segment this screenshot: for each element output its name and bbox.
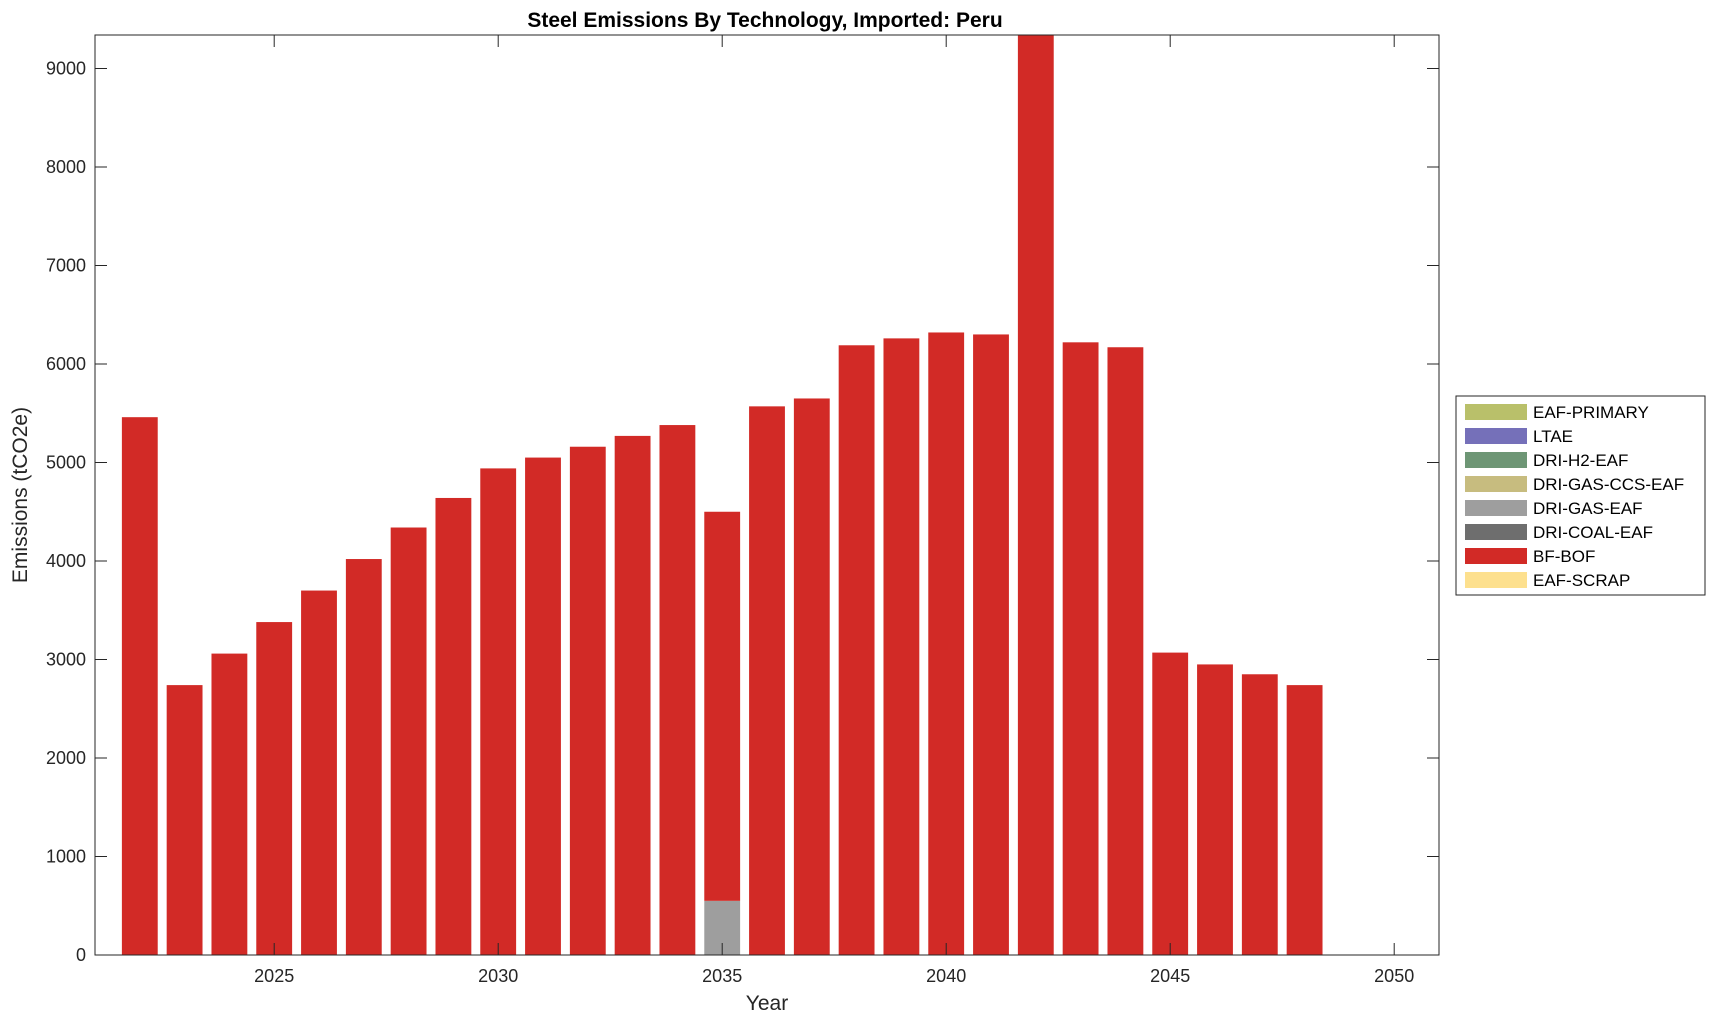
legend-items: EAF-PRIMARY LTAE DRI-H2-EAF DRI-GAS-CCS-EAF… — [1465, 403, 1684, 590]
bar-bf-bof-2033 — [614, 435, 651, 955]
bar-bf-bof-2031 — [525, 457, 561, 955]
y-tick-label-5000: 5000 — [46, 452, 86, 472]
bar-bf-bof-2040 — [928, 332, 965, 956]
x-axis: 2025 2030 2035 2040 2045 2050 — [254, 35, 1414, 986]
bar-bf-bof-2048 — [1286, 685, 1323, 955]
bar-bf-bof-2024 — [211, 653, 248, 955]
legend-swatch-dri-h2-eaf — [1465, 452, 1527, 468]
plot-area-frame — [94, 34, 1440, 956]
legend-label-dri-h2-eaf: DRI-H2-EAF — [1533, 451, 1628, 470]
y-tick-label-8000: 8000 — [46, 157, 86, 177]
x-tick-label-2035: 2035 — [702, 966, 742, 986]
legend-label-dri-coal-eaf: DRI-COAL-EAF — [1533, 523, 1653, 542]
bar-bf-bof-2039 — [883, 338, 920, 955]
y-axis-label: Emissions (tCO2e) — [9, 407, 32, 583]
y-tick-label-7000: 7000 — [46, 255, 86, 275]
legend-swatch-bf-bof — [1465, 548, 1527, 564]
legend-label-dri-gas-ccs-eaf: DRI-GAS-CCS-EAF — [1533, 475, 1684, 494]
y-tick-label-4000: 4000 — [46, 551, 86, 571]
bar-bf-bof-2047 — [1241, 674, 1278, 955]
legend-label-dri-gas-eaf: DRI-GAS-EAF — [1533, 499, 1643, 518]
bar-bf-bof-2030 — [480, 468, 517, 955]
bar-bf-bof-2028 — [390, 527, 427, 955]
x-tick-label-2045: 2045 — [1150, 966, 1190, 986]
x-tick-label-2030: 2030 — [478, 966, 518, 986]
legend-swatch-eaf-scrap — [1465, 572, 1527, 588]
legend-label-eaf-primary: EAF-PRIMARY — [1533, 403, 1649, 422]
bar-bf-bof-2045 — [1152, 652, 1189, 955]
legend-swatch-dri-coal-eaf — [1465, 524, 1527, 540]
legend-label-ltae: LTAE — [1533, 427, 1573, 446]
legend-swatch-dri-gas-ccs-eaf — [1465, 476, 1527, 492]
bar-bf-bof-2036 — [749, 406, 785, 956]
bar-bf-bof-2046 — [1197, 664, 1233, 955]
bar-bf-bof-2044 — [1107, 347, 1144, 955]
bar-bf-bof-2022 — [121, 417, 158, 955]
y-tick-label-3000: 3000 — [46, 649, 86, 669]
y-tick-label-1000: 1000 — [46, 846, 86, 866]
bar-bf-bof-2034 — [659, 425, 696, 955]
bar-bf-bof-2029 — [435, 497, 472, 955]
legend-swatch-ltae — [1465, 428, 1527, 444]
y-tick-label-0: 0 — [76, 945, 86, 965]
bar-bf-bof-2032 — [569, 446, 606, 955]
x-tick-label-2025: 2025 — [254, 966, 294, 986]
y-tick-label-2000: 2000 — [46, 748, 86, 768]
legend: EAF-PRIMARY LTAE DRI-H2-EAF DRI-GAS-CCS-EAF… — [1455, 395, 1706, 596]
bar-bf-bof-2027 — [345, 559, 382, 955]
bar-bf-bof-2023 — [166, 685, 203, 955]
y-tick-label-9000: 9000 — [46, 58, 86, 78]
bar-bf-bof-2038 — [838, 345, 875, 955]
bar-bf-bof-2037 — [793, 398, 830, 956]
y-tick-label-6000: 6000 — [46, 354, 86, 374]
bars-layer — [121, 35, 1323, 956]
chart-title: Steel Emissions By Technology, Imported:… — [527, 9, 1002, 32]
x-axis-label: Year — [746, 992, 788, 1015]
legend-label-bf-bof: BF-BOF — [1533, 547, 1595, 566]
x-tick-label-2050: 2050 — [1374, 966, 1414, 986]
bar-bf-bof-2041 — [973, 334, 1009, 955]
x-tick-label-2040: 2040 — [926, 966, 966, 986]
legend-label-eaf-scrap: EAF-SCRAP — [1533, 571, 1630, 590]
bar-bf-bof-2042 — [1017, 35, 1054, 955]
y-axis: 0 1000 2000 3000 4000 5000 6000 7000 8000 9000 — [46, 58, 1439, 965]
legend-swatch-dri-gas-eaf — [1465, 500, 1527, 516]
bar-bf-bof-2025 — [256, 622, 293, 955]
bar-bf-bof-2035 — [704, 511, 741, 901]
bar-bf-bof-2043 — [1062, 342, 1099, 955]
legend-swatch-eaf-primary — [1465, 404, 1527, 420]
bar-bf-bof-2026 — [301, 590, 337, 955]
